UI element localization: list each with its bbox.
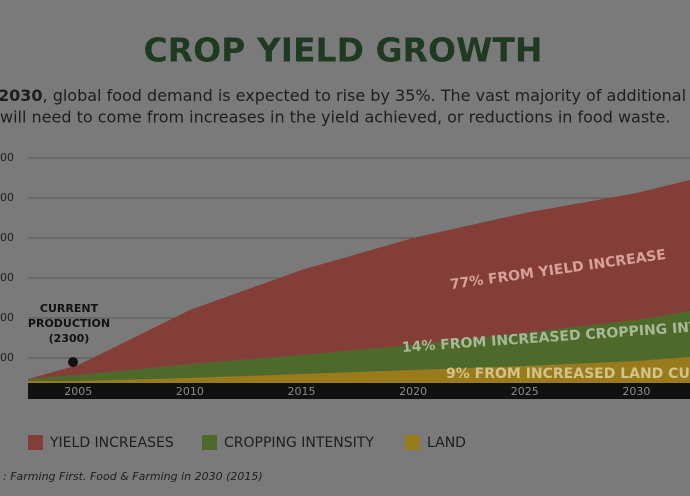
x-tick-label: 2020 — [399, 385, 427, 398]
y-tick-label: 000 — [0, 311, 14, 324]
legend-swatch — [28, 435, 43, 450]
y-tick-label: 000 — [0, 231, 14, 244]
plot: 000 000 000 000 000 000 2005 2010 2015 2020 2025 20… — [0, 151, 690, 399]
x-tick-label: 2025 — [511, 385, 539, 398]
subtitle-line: , global food demand is expected to rise… — [43, 86, 686, 105]
area — [28, 357, 690, 383]
area — [28, 311, 690, 381]
x-tick-label: 2030 — [622, 385, 650, 398]
annotation: 9% FROM INCREASED LAND CULTIVATI — [446, 366, 690, 382]
annotation: (2300) — [49, 332, 90, 345]
y-tick-label: 000 — [0, 191, 14, 204]
area — [28, 180, 690, 379]
x-axis-band — [28, 383, 690, 399]
x-tick-label: 2005 — [64, 385, 92, 398]
chart-title: CROP YIELD GROWTH — [143, 31, 542, 70]
subtitle: will need to come from increases in the … — [0, 108, 670, 127]
current-marker — [68, 357, 78, 367]
annotation: CURRENT — [40, 302, 99, 315]
y-tick-label: 000 — [0, 351, 14, 364]
legend-swatch — [202, 435, 217, 450]
legend-swatch — [405, 435, 420, 450]
y-tick-label: 000 — [0, 271, 14, 284]
source: : Farming First. Food & Farming in 2030 … — [3, 470, 263, 483]
subtitle-bold: 2030 — [0, 86, 43, 105]
y-tick-label: 000 — [0, 151, 14, 164]
legend-label: LAND — [427, 435, 466, 451]
x-tick-label: 2010 — [176, 385, 204, 398]
legend-label: CROPPING INTENSITY — [224, 435, 374, 451]
subtitle: 2030, global food demand is expected to … — [0, 86, 686, 105]
x-tick-label: 2015 — [288, 385, 316, 398]
annotation: PRODUCTION — [28, 317, 110, 330]
legend-label: YIELD INCREASES — [49, 435, 174, 451]
